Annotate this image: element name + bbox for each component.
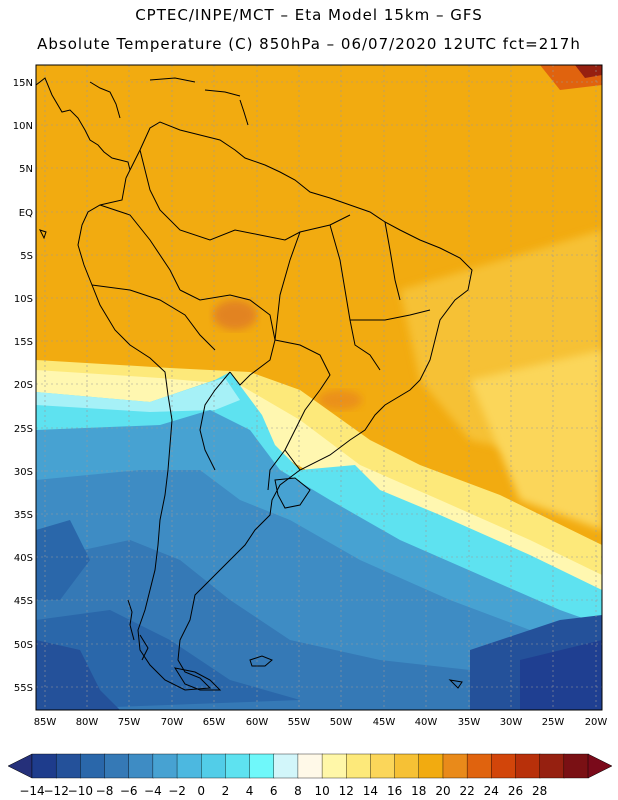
colorbar-cell [249, 753, 275, 779]
lat-label: 5S [20, 251, 33, 262]
lon-label: 25W [542, 717, 565, 728]
lon-label: 55W [288, 717, 311, 728]
lon-label: 60W [246, 717, 269, 728]
colorbar-under-arrow [7, 753, 33, 779]
map-title: CPTEC/INPE/MCT – Eta Model 15km – GFS [135, 6, 483, 24]
colorbar-label: 16 [387, 784, 402, 798]
lon-label: 70W [161, 717, 184, 728]
colorbar-cell [201, 753, 227, 779]
lon-label: 20W [585, 717, 608, 728]
graticule [36, 65, 602, 710]
colorbar-cell [370, 753, 396, 779]
colorbar-label: −8 [96, 784, 114, 798]
colorbar-label: 8 [294, 784, 302, 798]
colorbar-cell [31, 753, 57, 779]
colorbar-label: 28 [532, 784, 547, 798]
colorbar-label: 26 [508, 784, 523, 798]
colorbar: −14−12−10 −8 −6 −4 −2 0 2 4 6 8 10 12 14 16 18 20 22 24 26… [7, 753, 613, 798]
colorbar-cell [321, 753, 347, 779]
lat-label: 25S [14, 424, 33, 435]
lat-label: 15N [13, 78, 33, 89]
colorbar-label: −12 [44, 784, 69, 798]
colorbar-label: 14 [363, 784, 378, 798]
lat-label: 35S [14, 510, 33, 521]
lat-label: 45S [14, 596, 33, 607]
colorbar-cell [394, 753, 420, 779]
colorbar-label: 24 [484, 784, 499, 798]
map-subtitle: Absolute Temperature (C) 850hPa – 06/07/… [37, 35, 581, 53]
colorbar-label: 10 [314, 784, 329, 798]
lon-label: 45W [373, 717, 396, 728]
colorbar-label: −6 [120, 784, 138, 798]
colorbar-cell [225, 753, 251, 779]
lat-label: EQ [19, 208, 33, 219]
colorbar-over-arrow [587, 753, 613, 779]
colorbar-label: 0 [197, 784, 205, 798]
map-frame [35, 64, 603, 711]
colorbar-label: −10 [68, 784, 93, 798]
lon-label: 85W [34, 717, 57, 728]
colorbar-cell [515, 753, 541, 779]
lon-label: 80W [76, 717, 99, 728]
lon-label: 30W [500, 717, 523, 728]
lat-label: 50S [14, 640, 33, 651]
lon-label: 75W [118, 717, 141, 728]
colorbar-cell [55, 753, 82, 779]
colorbar-cell [128, 753, 154, 779]
colorbar-label: 4 [246, 784, 254, 798]
colorbar-cell [563, 753, 589, 779]
coastlines [36, 77, 473, 691]
lon-label: 65W [203, 717, 226, 728]
latitude-labels: 15N 10N 5N EQ 5S 10S 15S 20S 25S 30S 35S… [13, 78, 33, 694]
lat-label: 30S [14, 467, 33, 478]
colorbar-cell [491, 753, 517, 779]
colorbar-label: −2 [168, 784, 186, 798]
colorbar-cell [442, 753, 468, 779]
colorbar-label: 2 [222, 784, 230, 798]
lat-label: 10S [14, 294, 33, 305]
colorbar-label: 22 [459, 784, 474, 798]
lat-label: 20S [14, 380, 33, 391]
colorbar-cell [152, 753, 178, 779]
colorbar-cell [466, 753, 493, 779]
colorbar-cell [346, 753, 372, 779]
lat-label: 10N [13, 121, 33, 132]
colorbar-label: 18 [411, 784, 426, 798]
colorbar-label: −14 [19, 784, 44, 798]
lon-label: 40W [415, 717, 438, 728]
lat-label: 15S [14, 337, 33, 348]
colorbar-label: 6 [270, 784, 278, 798]
lon-label: 50W [330, 717, 353, 728]
colorbar-cell [176, 753, 202, 779]
colorbar-cell [80, 753, 106, 779]
colorbar-label: 12 [339, 784, 354, 798]
colorbar-cell [418, 753, 444, 779]
lon-label: 35W [458, 717, 481, 728]
lat-label: 55S [14, 683, 33, 694]
colorbar-cell [297, 753, 323, 779]
colorbar-label: −4 [144, 784, 162, 798]
longitude-labels: 85W 80W 75W 70W 65W 60W 55W 50W 45W 40W … [34, 717, 608, 728]
colorbar-cell [539, 753, 565, 779]
temperature-field [36, 65, 602, 710]
lat-label: 5N [19, 164, 33, 175]
colorbar-cell [104, 753, 130, 779]
colorbar-label: 20 [435, 784, 450, 798]
lat-label: 40S [14, 553, 33, 564]
colorbar-cell [273, 753, 299, 779]
